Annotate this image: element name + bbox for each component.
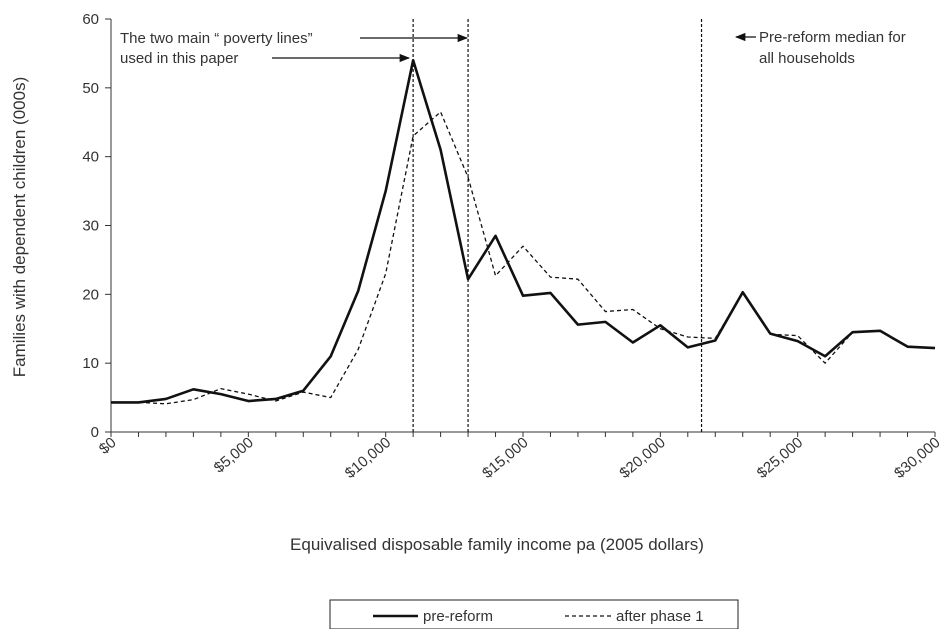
y-tick-label: 20 <box>82 286 99 303</box>
x-tick-label: $25,000 <box>754 434 806 482</box>
annotation-poverty-lines: The two main “ poverty lines” used in th… <box>120 30 469 67</box>
x-axis-title: Equivalised disposable family income pa … <box>290 535 704 554</box>
y-tick-label: 0 <box>91 424 99 441</box>
annotation-median: Pre-reform median for all households <box>734 29 906 67</box>
x-axis: $0 $5,000 $10,000 $15,000 $20,000 $25,000 $30,… <box>96 431 944 482</box>
x-tick-label: $30,000 <box>891 434 943 482</box>
series-line-after-phase-1 <box>111 111 936 405</box>
legend-label-pre-reform: pre-reform <box>423 608 493 625</box>
y-tick-label: 10 <box>82 355 99 372</box>
legend: pre-reform after phase 1 <box>329 599 739 630</box>
annotation-median-text-2: all households <box>759 50 855 67</box>
legend-box <box>329 599 739 630</box>
series-group <box>111 58 936 405</box>
x-tick-label: $20,000 <box>616 434 668 482</box>
series-line-pre-reform <box>111 58 936 404</box>
reference-lines <box>412 19 703 432</box>
legend-label-after-phase-1: after phase 1 <box>616 608 704 625</box>
annotation-median-text-1: Pre-reform median for <box>759 29 906 46</box>
y-tick-label: 30 <box>82 218 99 235</box>
annotation-poverty-lines-text-2: used in this paper <box>120 50 238 67</box>
y-axis-title: Families with dependent children (000s) <box>10 77 29 378</box>
y-tick-label: 40 <box>82 149 99 166</box>
x-tick-label: $10,000 <box>342 434 394 482</box>
y-axis: 0 10 20 30 40 50 60 <box>82 11 112 441</box>
y-tick-label: 50 <box>82 80 99 97</box>
x-tick-label: $0 <box>96 434 120 458</box>
annotation-poverty-lines-text-1: The two main “ poverty lines” <box>120 30 313 47</box>
x-tick-label: $5,000 <box>211 434 257 477</box>
x-tick-label: $15,000 <box>479 434 531 482</box>
y-tick-label: 60 <box>82 11 99 28</box>
